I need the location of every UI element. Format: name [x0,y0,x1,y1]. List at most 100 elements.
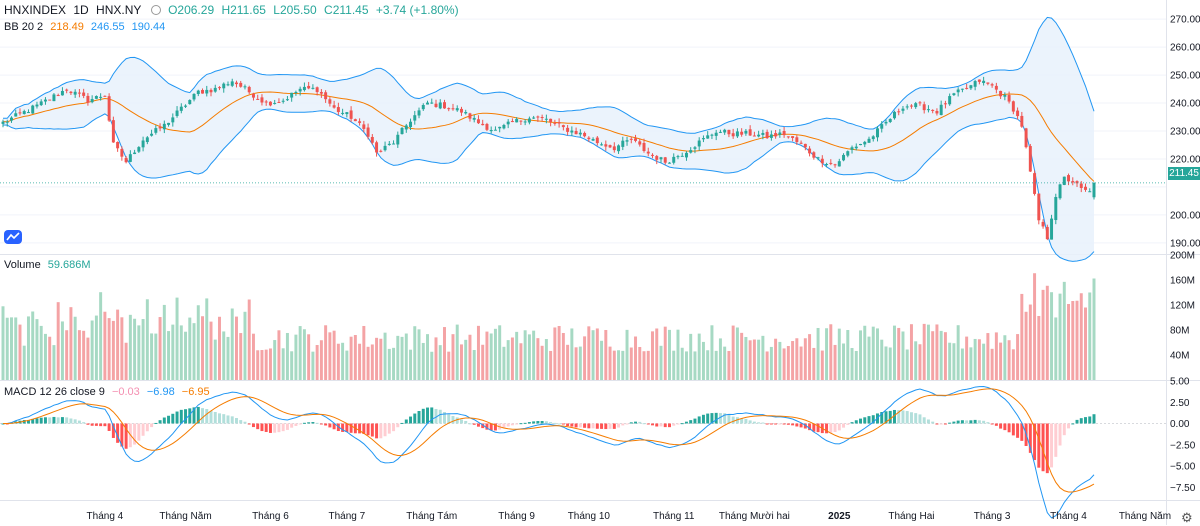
interval[interactable]: 1D [73,3,89,17]
volume-bar [158,317,162,380]
candle-body [489,129,493,132]
candle-body [396,134,400,145]
macd-histogram-bar [201,408,205,424]
volume-bar [137,325,141,380]
candle-body [846,151,850,156]
candle-body [375,142,379,153]
volume-bar [540,345,544,380]
time-tick-label: Tháng Năm [159,511,211,522]
volume-bar [825,328,829,380]
volume-bar [859,330,863,380]
ohlc-close: C211.45 [324,3,369,17]
volume-bar [234,316,238,380]
tradingview-logo-icon[interactable] [4,230,22,244]
volume-bar [52,345,56,380]
macd-histogram-bar [608,423,612,429]
candle-body [247,86,251,93]
macd-histogram-bar [175,411,179,424]
candle-body [226,84,230,86]
volume-bar [570,328,574,380]
volume-tick-label: 160M [1170,276,1195,287]
macd-histogram-bar [345,423,349,432]
candle-body [268,101,272,106]
volume-bar [438,345,442,380]
candle-body [1067,175,1071,182]
volume-bar [366,346,370,380]
volume-legend[interactable]: Volume 59.686M [4,259,95,271]
volume-bar [1020,293,1024,380]
volume-bar [629,347,633,380]
candle-body [434,103,438,107]
volume-bar [591,330,595,380]
volume-bar [710,325,714,380]
macd-histogram-bar [426,407,429,424]
symbol-name[interactable]: HNXINDEX [4,3,67,17]
macd-histogram-bar [761,422,765,424]
volume-bar [150,333,154,380]
candle-body [837,161,841,167]
macd-histogram-bar [676,423,680,425]
macd-histogram-bar [133,423,137,445]
macd-histogram-bar [595,423,599,429]
volume-bar [264,349,268,380]
candle-body [803,143,807,148]
macd-histogram-bar [778,423,782,425]
macd-histogram-bar [332,423,336,430]
candle-body [820,158,824,164]
macd-histogram-bar [706,413,710,424]
macd-histogram-bar [523,422,527,424]
candle-body [612,146,616,151]
candle-body [735,131,739,137]
macd-histogram-bar [273,423,277,433]
macd-histogram-bar [723,413,727,424]
candle-body [1016,110,1020,117]
volume-bar [799,346,803,380]
candle-body [684,152,688,158]
macd-legend[interactable]: MACD 12 26 close 9 −0.03 −6.98 −6.95 [4,386,214,398]
macd-histogram-bar [532,421,536,424]
volume-bar [1062,281,1066,380]
volume-bar [1,306,5,380]
candle-body [94,96,98,99]
macd-histogram-bar [510,423,514,426]
macd-histogram-bar [536,421,540,424]
volume-bar [604,329,608,380]
candle-body [714,132,718,136]
time-tick-label: Tháng 10 [568,511,611,522]
macd-histogram-bar [31,418,35,424]
candle-body [52,94,56,102]
volume-bar [493,328,497,380]
candle-body [294,91,298,93]
bb-legend[interactable]: BB 20 2 218.49 246.55 190.44 [4,21,169,33]
candle-body [591,138,595,141]
macd-histogram-bar [285,423,289,430]
macd-histogram-bar [697,416,701,424]
macd-histogram-bar [880,412,884,424]
candle-body [795,137,799,143]
last-price-label: 211.45 [1168,167,1200,180]
macd-histogram-bar [1071,423,1075,425]
macd-histogram-bar [264,423,268,432]
candle-body [765,131,769,139]
macd-histogram-bar [553,422,557,424]
macd-histogram-bar [1088,416,1092,424]
macd-histogram-bar [328,423,332,428]
settings-gear-icon[interactable]: ⚙ [1181,510,1193,525]
candle-body [39,101,43,106]
macd-histogram-bar [387,423,391,434]
price-tick-label: 190.00 [1170,238,1200,249]
volume-bar [43,333,47,380]
volume-bar [222,331,226,380]
candle-body [103,95,107,97]
candle-body [230,81,234,86]
candle-body [651,154,654,156]
macd-histogram-bar [459,419,463,424]
candle-body [999,90,1003,97]
candle-body [663,157,667,163]
volume-bar [752,339,756,380]
macd-histogram-bar [600,423,604,429]
macd-histogram-bar [803,423,807,429]
candle-body [264,101,268,103]
macd-histogram-bar [434,408,438,424]
